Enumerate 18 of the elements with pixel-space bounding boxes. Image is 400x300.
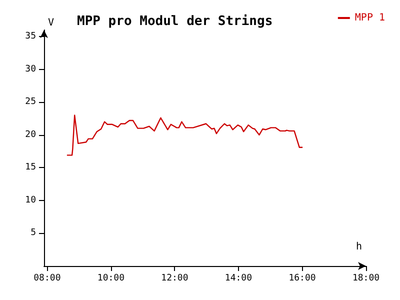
- y-tick-label: 15: [25, 162, 36, 173]
- x-tick-label: 08:00: [34, 274, 61, 284]
- y-tick-label: 30: [25, 64, 36, 74]
- legend-label: MPP 1: [354, 12, 386, 24]
- x-tick-label: 18:00: [352, 274, 380, 284]
- x-tick-label: 14:00: [224, 274, 252, 284]
- x-axis-title: h: [356, 242, 362, 252]
- x-tick-label: 16:00: [288, 274, 316, 284]
- x-tick-label: 10:00: [97, 274, 124, 284]
- y-tick-label: 35: [25, 32, 36, 42]
- y-tick-label: 25: [25, 97, 36, 108]
- x-tick-label: 12:00: [161, 274, 188, 284]
- y-tick-label: 20: [25, 130, 36, 140]
- y-axis-title: V: [48, 18, 54, 28]
- y-tick-label: 5: [30, 228, 36, 238]
- line-series: [66, 114, 304, 156]
- y-tick-label: 10: [25, 195, 36, 206]
- chart-title: MPP pro Modul der Strings: [77, 14, 273, 29]
